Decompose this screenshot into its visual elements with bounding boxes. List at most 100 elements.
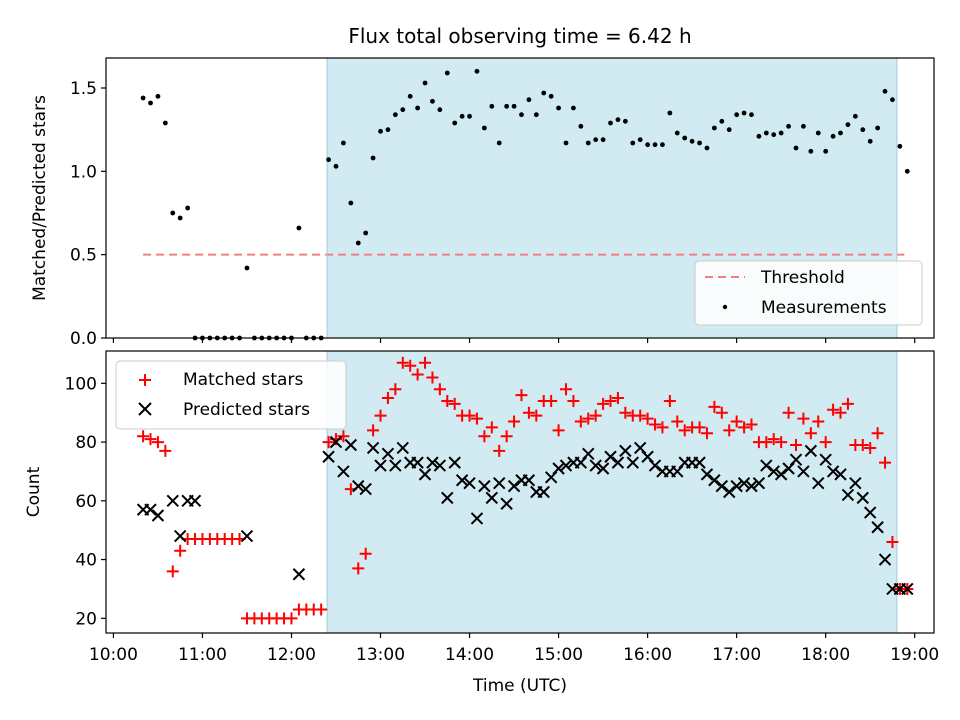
ratio-y-axis: 0.0 0.5 1.0 1.5 [70, 79, 106, 349]
measurement-point [904, 168, 910, 174]
predicted-star-point [411, 456, 424, 469]
matched-star-point [367, 424, 380, 437]
matched-legend-label: Matched stars [183, 370, 303, 390]
x-tick-label: 15:00 [534, 645, 583, 665]
measurement-point [467, 113, 472, 119]
measurement-point [697, 140, 702, 146]
predicted-star-point [337, 465, 350, 478]
matched-star-point [359, 547, 372, 560]
matched-star-point [478, 430, 491, 443]
count-panel-frame [105, 350, 935, 634]
matched-star-point [819, 436, 832, 449]
predicted-star-point [730, 479, 743, 493]
x-tick-label: 19:00 [890, 645, 939, 665]
predicted-star-point [478, 479, 491, 493]
ratio-panel: 0.0 0.5 1.0 1.5 Matched/Predicted stars Thr… [30, 57, 935, 349]
predicted-star-point [426, 456, 439, 469]
measurement-point [400, 107, 406, 113]
measurement-point [585, 140, 591, 146]
predicted-star-point [589, 459, 602, 472]
predicted-star-point [441, 491, 454, 505]
measurement-point [593, 137, 599, 143]
measurement-point [897, 143, 903, 149]
measurement-point [734, 112, 740, 118]
count-panel: 10:00 11:00 12:00 13:00 14:00 15:00 16:00 17:00… [24, 350, 939, 696]
matched-star-point [708, 400, 721, 413]
measurement-point [645, 142, 651, 148]
measurement-point [786, 123, 791, 129]
measurement-point [474, 68, 480, 74]
predicted-star-point [819, 453, 832, 466]
matched-star-point [641, 412, 654, 425]
measurement-point [548, 93, 554, 99]
predicted-star-point [448, 456, 461, 469]
measurement-point [444, 70, 450, 76]
measurement-point [563, 140, 569, 146]
matched-star-point [649, 418, 662, 431]
matched-star-point [856, 439, 869, 451]
matched-star-point [530, 409, 543, 422]
predicted-star-point [596, 462, 610, 475]
measurement-point [875, 125, 881, 131]
predicted-star-point [433, 459, 447, 472]
predicted-star-point [144, 503, 157, 516]
predicted-star-point [826, 465, 840, 478]
predicted-star-point [188, 494, 202, 508]
measurement-point [385, 127, 391, 133]
predicted-star-point [500, 497, 513, 510]
predicted-star-point [856, 491, 869, 505]
predicted-star-point [166, 494, 179, 508]
count-y-axis-label: Count [24, 466, 44, 517]
predicted-star-point [322, 450, 335, 463]
matched-star-point [419, 356, 432, 369]
matched-star-point [545, 394, 558, 407]
measurement-point [140, 95, 146, 101]
predicted-star-point [537, 485, 550, 499]
predicted-star-point [396, 441, 409, 455]
predicted-star-point [329, 435, 343, 449]
matched-star-point [790, 439, 802, 451]
predicted-star-point [626, 456, 639, 469]
measurement-point [845, 122, 851, 128]
predicted-star-point [752, 476, 766, 490]
predicted-star-point [901, 582, 914, 596]
matched-star-point [448, 397, 461, 410]
predicted-star-point [871, 521, 884, 534]
matched-star-point [151, 436, 164, 449]
measurement-point [533, 112, 539, 118]
measurement-point [711, 125, 717, 131]
threshold-legend-label: Threshold [760, 268, 845, 288]
matched-star-point [322, 436, 335, 449]
measurement-point [459, 113, 465, 119]
measurement-point [830, 133, 836, 139]
x-tick-label: 12:00 [267, 645, 316, 665]
predicted-star-point [485, 491, 499, 505]
matched-star-point [864, 441, 877, 454]
measurement-point [422, 80, 428, 86]
measurement-point [452, 120, 458, 126]
matched-star-point [812, 415, 825, 428]
matched-star-point [611, 392, 624, 404]
predicted-star-point [522, 474, 536, 487]
predicted-star-point [700, 468, 714, 481]
measurement-point [704, 145, 710, 151]
measurement-point [667, 110, 673, 116]
predicted-star-point [812, 476, 825, 490]
matched-star-point [782, 406, 795, 419]
measurement-point [489, 103, 495, 109]
predicted-star-point [507, 479, 521, 493]
matched-star-point [381, 392, 394, 404]
matched-star-point [166, 565, 179, 578]
measurement-point [481, 125, 487, 131]
measurement-point [682, 135, 688, 141]
matched-star-point [597, 397, 610, 410]
predicted-star-point [774, 468, 788, 481]
predicted-star-point [470, 512, 484, 525]
measurement-point [637, 137, 643, 143]
matched-star-point [337, 430, 350, 443]
measurement-point [496, 140, 502, 146]
predicted-star-point [648, 459, 662, 472]
measurement-point [652, 142, 658, 148]
measurement-point [355, 240, 361, 246]
